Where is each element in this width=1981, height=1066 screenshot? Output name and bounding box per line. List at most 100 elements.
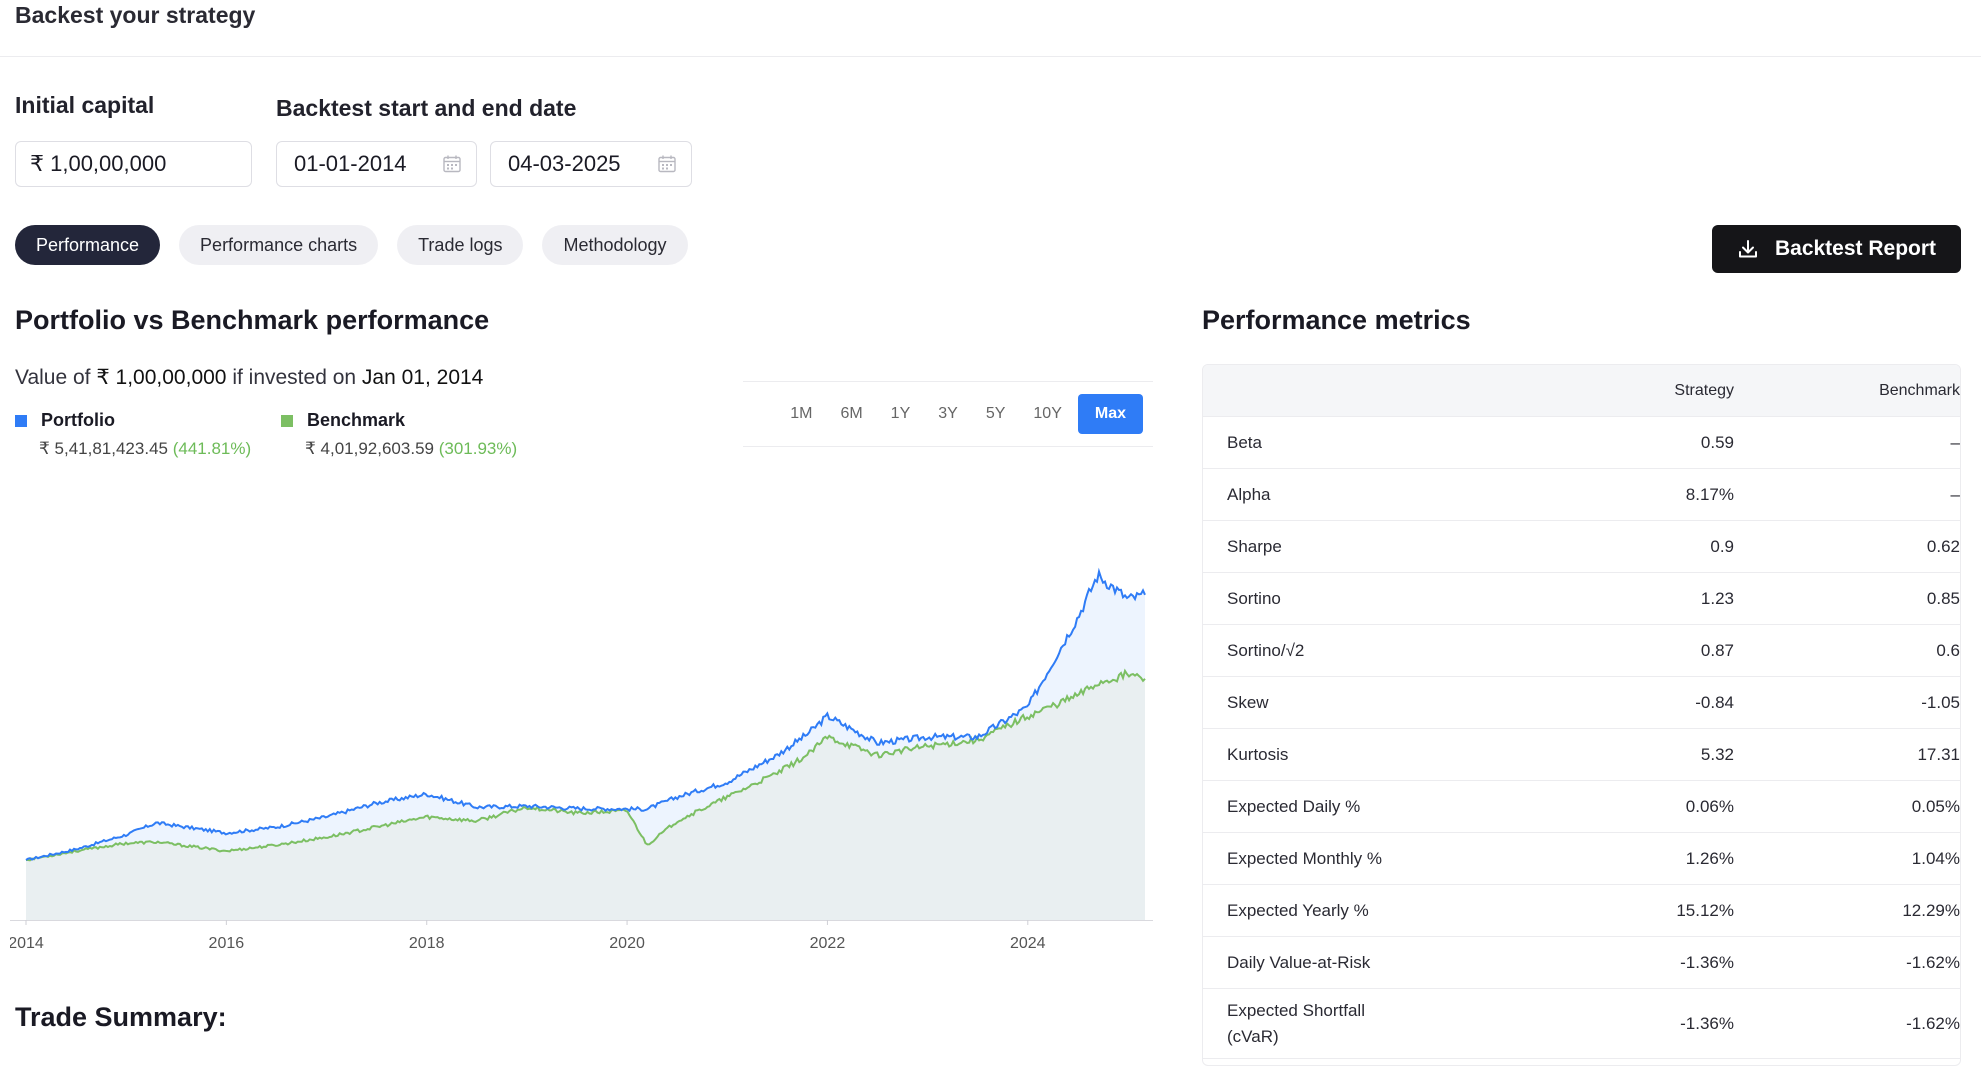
range-selector: 1M 6M 1Y 3Y 5Y 10Y Max (743, 381, 1153, 447)
metrics-row: Expected Monthly % 1.26% 1.04% (1203, 833, 1960, 885)
tab-performance[interactable]: Performance (15, 225, 161, 265)
metric-benchmark-value: 0.85 (1926, 588, 1960, 608)
metric-strategy-value: 0.59 (1700, 432, 1734, 452)
benchmark-pct: (301.93%) (438, 439, 518, 458)
end-date-input[interactable]: 04-03-2025 (490, 141, 692, 187)
initial-capital-value: ₹ 1,00,00,000 (30, 151, 167, 176)
metric-strategy-value: 1.26% (1685, 848, 1734, 868)
performance-title: Portfolio vs Benchmark performance (15, 305, 490, 335)
performance-subtitle: Value of ₹ 1,00,00,000 if invested on Ja… (15, 365, 483, 390)
portfolio-value: ₹ 5,41,81,423.45 (39, 439, 168, 458)
tab-performance-charts[interactable]: Performance charts (179, 225, 379, 265)
top-bar: Backest your strategy (0, 0, 1981, 57)
metrics-row: Sharpe 0.9 0.62 (1203, 521, 1960, 573)
metric-strategy-value: 1.23 (1700, 588, 1734, 608)
metric-benchmark-value: – (1950, 432, 1960, 452)
tab-trade-logs[interactable]: Trade logs (397, 225, 524, 265)
range-10y[interactable]: 10Y (1033, 405, 1062, 422)
range-3y[interactable]: 3Y (938, 405, 958, 422)
metric-benchmark-value: 17.31 (1917, 744, 1960, 764)
metric-benchmark-value: – (1950, 484, 1960, 504)
benchmark-area (26, 670, 1145, 920)
metric-benchmark-value: 0.6 (1936, 640, 1960, 660)
legend-benchmark-name: Benchmark (307, 410, 406, 430)
tab-methodology[interactable]: Methodology (542, 225, 688, 265)
x-tick-label: 2022 (810, 935, 846, 952)
metrics-row: Alpha 8.17% – (1203, 469, 1960, 521)
x-tick-label: 2016 (209, 935, 245, 952)
range-1m[interactable]: 1M (790, 405, 813, 422)
metric-name: Beta (1227, 432, 1262, 452)
range-6m[interactable]: 6M (840, 405, 863, 422)
metric-strategy-value: 0.87 (1700, 640, 1734, 660)
initial-capital-input[interactable]: ₹ 1,00,00,000 (15, 141, 252, 187)
x-axis-ticks: 2014 2016 2018 2020 2022 2024 (10, 920, 1046, 952)
metrics-row: Beta 0.59 – (1203, 417, 1960, 469)
metric-benchmark-value: -1.05 (1921, 692, 1960, 712)
benchmark-value: ₹ 4,01,92,603.59 (305, 439, 434, 458)
metric-name: Expected Yearly % (1227, 900, 1369, 920)
metric-name: Alpha (1227, 484, 1271, 504)
portfolio-swatch (15, 414, 27, 427)
initial-capital-label: Initial capital (15, 92, 155, 118)
metric-name: Skew (1227, 692, 1269, 712)
subtitle-date: Jan 01, 2014 (361, 366, 484, 389)
portfolio-line (25, 567, 1146, 861)
start-date-value: 01-01-2014 (294, 151, 407, 176)
metric-benchmark-value: 1.04% (1911, 848, 1960, 868)
metrics-header-row: Strategy Benchmark (1203, 365, 1960, 417)
range-5y[interactable]: 5Y (985, 405, 1006, 422)
range-max[interactable]: Max (1077, 394, 1143, 434)
metrics-row: Kurtosis 5.32 17.31 (1203, 729, 1960, 781)
metric-name: Expected Shortfall (cVaR) (1227, 1000, 1365, 1046)
metric-strategy-value: -1.36% (1680, 952, 1734, 972)
metrics-row: Sortino 1.23 0.85 (1203, 573, 1960, 625)
metric-name: Expected Monthly % (1227, 848, 1382, 868)
x-tick-label: 2024 (1010, 935, 1046, 952)
metric-strategy-value: 0.06% (1685, 796, 1734, 816)
metrics-row: Expected Shortfall (cVaR) -1.36% -1.62% (1203, 989, 1960, 1059)
metric-name: Sortino/√2 (1227, 640, 1305, 660)
metric-name: Expected Daily % (1227, 796, 1361, 816)
x-tick-label: 2020 (609, 935, 645, 952)
metric-benchmark-value: -1.62% (1906, 1013, 1960, 1033)
benchmark-line (26, 668, 1146, 862)
date-range-label: Backtest start and end date (276, 95, 577, 121)
metric-strategy-value: -1.36% (1680, 1013, 1734, 1033)
legend-benchmark: Benchmark ₹ 4,01,92,603.59 (301.93%) (281, 410, 517, 459)
metric-name: Sharpe (1227, 536, 1282, 556)
start-date-input[interactable]: 01-01-2014 (276, 141, 477, 187)
trade-summary-title: Trade Summary: (15, 1002, 227, 1032)
metrics-row: Skew -0.84 -1.05 (1203, 677, 1960, 729)
metric-name: Kurtosis (1227, 744, 1289, 764)
x-tick-label: 2018 (409, 935, 445, 952)
metric-benchmark-value: -1.62% (1906, 952, 1960, 972)
calendar-icon[interactable] (442, 154, 462, 174)
metric-name: Daily Value-at-Risk (1227, 952, 1371, 972)
tab-bar: Performance Performance charts Trade log… (15, 225, 688, 265)
portfolio-pct: (441.81%) (172, 439, 252, 458)
metric-benchmark-value: 0.05% (1911, 796, 1960, 816)
legend-portfolio: Portfolio ₹ 5,41,81,423.45 (441.81%) (15, 410, 251, 459)
backtest-report-button[interactable]: Backtest Report (1712, 225, 1961, 273)
metrics-row: Sortino/√2 0.87 0.6 (1203, 625, 1960, 677)
performance-chart: 2014 2016 2018 2020 2022 2024 (10, 567, 1153, 952)
metric-benchmark-value: 0.62 (1926, 536, 1960, 556)
metrics-row: Daily Value-at-Risk -1.36% -1.62% (1203, 937, 1960, 989)
metric-strategy-value: 5.32 (1700, 744, 1734, 764)
benchmark-swatch (281, 414, 293, 427)
metrics-title: Performance metrics (1202, 305, 1471, 335)
x-tick-label: 2014 (10, 935, 44, 952)
subtitle-middle: if invested on (232, 366, 357, 389)
page-title: Backest your strategy (15, 2, 256, 28)
calendar-icon[interactable] (657, 154, 677, 174)
subtitle-amount: ₹ 1,00,00,000 (96, 366, 227, 389)
metric-strategy-value: 8.17% (1685, 484, 1734, 504)
backtest-report-label: Backtest Report (1774, 237, 1937, 260)
metric-strategy-value: 15.12% (1676, 900, 1734, 920)
col-benchmark: Benchmark (1879, 381, 1960, 399)
download-icon (1738, 240, 1757, 258)
metrics-row: Expected Daily % 0.06% 0.05% (1203, 781, 1960, 833)
range-1y[interactable]: 1Y (890, 405, 911, 422)
metric-benchmark-value: 12.29% (1902, 900, 1960, 920)
